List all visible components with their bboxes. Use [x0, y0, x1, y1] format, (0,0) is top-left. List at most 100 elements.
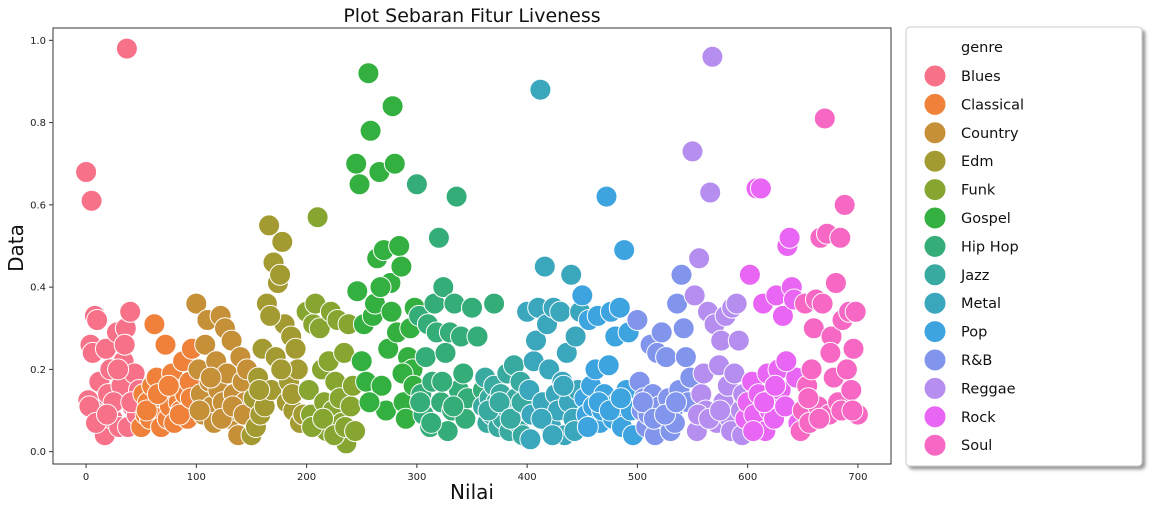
point-gospel [383, 152, 406, 175]
point-soul [829, 226, 852, 249]
point-gospel [348, 173, 371, 196]
point-classical [143, 313, 166, 336]
y-tick-label: 0.8 [30, 118, 46, 129]
point-funk [297, 379, 320, 401]
point-soul [844, 300, 867, 323]
point-r-b [674, 346, 697, 369]
point-r-b [672, 317, 695, 340]
x-axis-ticks: 0 100 200 300 400 500 600 700 [83, 464, 867, 483]
point-pop [595, 185, 618, 208]
point-gospel [345, 152, 368, 175]
point-soul [808, 407, 831, 430]
point-funk [306, 206, 329, 229]
point-funk [339, 395, 362, 418]
point-blues [80, 189, 103, 212]
point-edm [259, 304, 282, 327]
point-hip-hop [409, 391, 432, 414]
point-hip-hop [483, 292, 506, 315]
point-edm [258, 214, 281, 237]
point-hip-hop [414, 346, 437, 369]
point-gospel [381, 95, 404, 118]
point-reggae [688, 247, 711, 270]
point-r-b [631, 391, 654, 414]
point-metal [533, 255, 556, 278]
legend-marker-pop [923, 320, 947, 344]
legend-label-soul: Soul [961, 438, 992, 454]
legend-label-metal: Metal [961, 296, 1001, 312]
point-soul [813, 107, 836, 130]
point-r-b [665, 391, 687, 414]
point-reggae [701, 45, 724, 68]
point-reggae [683, 284, 706, 307]
x-tick-label: 300 [407, 472, 426, 483]
point-metal [549, 300, 572, 323]
point-country [185, 292, 208, 315]
legend-label-r-b: R&B [961, 353, 992, 369]
point-gospel [357, 62, 380, 85]
point-country [188, 399, 211, 422]
legend-label-rock: Rock [961, 410, 996, 426]
point-rock [738, 263, 761, 286]
point-rock [778, 226, 801, 249]
point-rock [742, 420, 765, 443]
point-gospel [388, 235, 411, 257]
point-jazz [499, 407, 522, 430]
x-tick-label: 700 [848, 472, 867, 483]
x-tick-label: 0 [83, 472, 89, 483]
y-axis-ticks: 0.0 0.2 0.4 0.6 0.8 1.0 [30, 36, 53, 458]
point-rock [764, 374, 787, 397]
point-metal [541, 424, 564, 447]
point-reggae [727, 329, 750, 352]
point-hip-hop [445, 185, 468, 208]
point-edm [248, 379, 271, 401]
point-hip-hop [420, 411, 443, 434]
point-r-b [655, 346, 678, 369]
point-edm [271, 230, 294, 253]
legend-marker-gospel [923, 206, 947, 230]
point-r-b [626, 309, 649, 331]
point-gospel [369, 276, 392, 299]
point-pop [608, 296, 631, 319]
legend-label-edm: Edm [961, 154, 994, 170]
point-soul [842, 337, 865, 360]
point-rock [749, 177, 772, 200]
chart-title: Plot Sebaran Fitur Liveness [343, 5, 600, 27]
legend-box [905, 26, 1143, 467]
legend-marker-reggae [923, 376, 947, 400]
legend-marker-jazz [923, 263, 947, 287]
point-soul [797, 387, 820, 410]
legend-marker-classical [923, 92, 947, 116]
point-edm [270, 358, 293, 381]
legend-label-hip-hop: Hip Hop [961, 239, 1019, 255]
point-soul [833, 193, 856, 216]
point-gospel [350, 350, 373, 373]
point-country [199, 366, 222, 389]
point-country [194, 333, 217, 356]
point-soul [841, 399, 864, 422]
x-tick-label: 500 [628, 472, 647, 483]
point-soul [840, 379, 863, 401]
point-soul [819, 341, 842, 364]
point-reggae [725, 292, 748, 315]
point-blues [75, 161, 98, 183]
x-tick-label: 400 [518, 472, 537, 483]
point-blues [107, 358, 130, 381]
point-soul [824, 272, 847, 294]
legend: genre Blues Classical Country Edm Funk Gospel… [905, 26, 1143, 467]
point-classical [157, 374, 180, 397]
point-blues [96, 403, 118, 426]
y-tick-label: 1.0 [30, 36, 46, 47]
legend-label-reggae: Reggae [961, 381, 1016, 397]
point-soul [811, 292, 834, 315]
point-reggae [681, 140, 704, 163]
legend-marker-funk [923, 178, 947, 202]
y-tick-label: 0.2 [30, 365, 46, 376]
point-gospel [370, 374, 393, 397]
legend-items: Blues Classical Country Edm Funk Gospel Hip Ho… [923, 64, 1024, 457]
point-funk [312, 407, 335, 430]
point-blues [113, 333, 136, 356]
legend-label-classical: Classical [961, 97, 1024, 113]
legend-marker-country [923, 121, 947, 145]
x-axis-title: Nilai [450, 480, 494, 504]
